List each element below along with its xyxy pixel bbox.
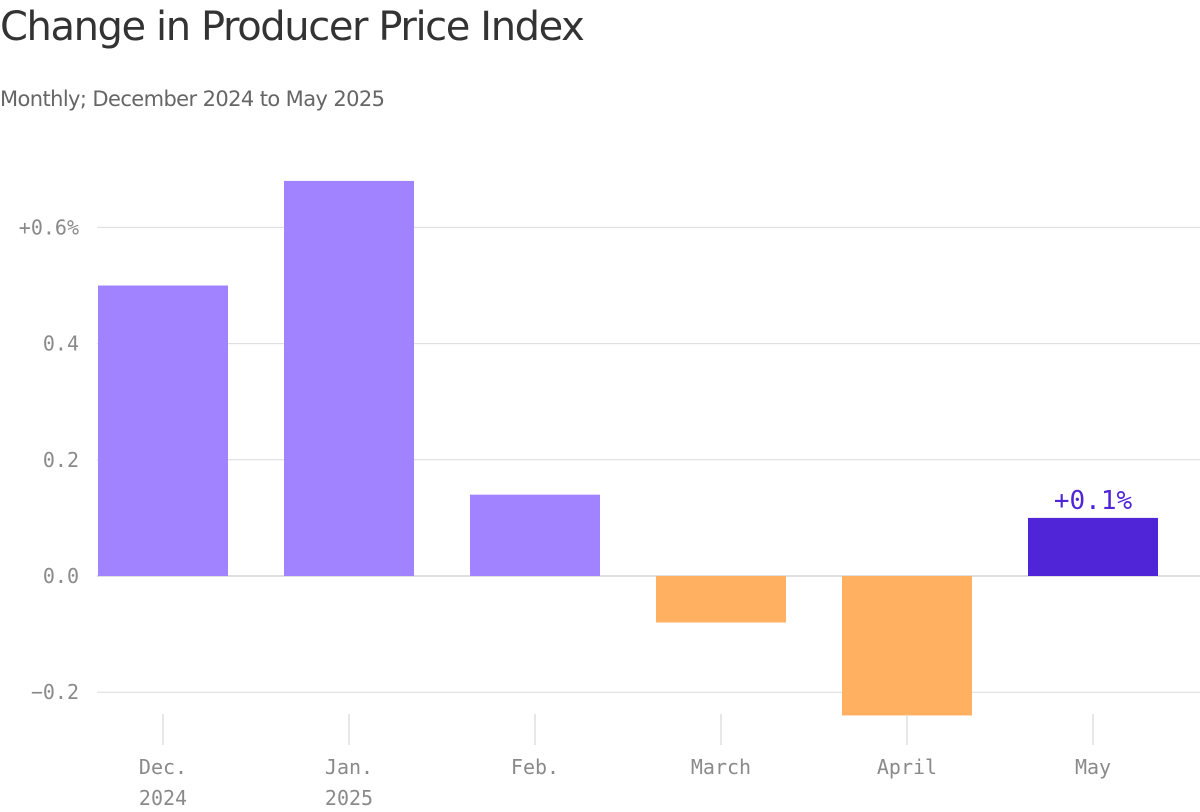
bar [284, 180, 414, 577]
y-tick-label: −0.2 [31, 680, 79, 704]
x-axis-ticks: Dec. 2024 Jan. 2025 Feb. March April May [139, 714, 1111, 810]
bar [98, 285, 228, 576]
data-label: +0.1% [1054, 486, 1133, 516]
bar [470, 494, 600, 576]
x-tick-label: Feb. [511, 755, 559, 779]
bar [656, 576, 786, 623]
y-tick-label: +0.6% [19, 215, 79, 239]
x-tick-label: April [877, 755, 937, 779]
annotations: +0.1% [1054, 486, 1133, 516]
chart-subtitle: Monthly; December 2024 to May 2025 [0, 87, 385, 111]
bars [98, 180, 1158, 716]
y-axis-ticks: −0.2 0.0 0.2 0.4 +0.6% [19, 215, 79, 704]
gridlines [97, 226, 1200, 693]
bar [842, 576, 972, 716]
y-tick-label: 0.2 [43, 448, 79, 472]
x-tick-label: Jan. 2025 [325, 755, 373, 810]
bar [1028, 517, 1158, 576]
y-tick-label: 0.4 [43, 332, 79, 356]
chart-title: Change in Producer Price Index [0, 4, 585, 50]
x-tick-label: March [691, 755, 751, 779]
y-tick-label: 0.0 [43, 564, 79, 588]
x-tick-label: May [1075, 755, 1111, 779]
x-tick-label: Dec. 2024 [139, 755, 187, 810]
